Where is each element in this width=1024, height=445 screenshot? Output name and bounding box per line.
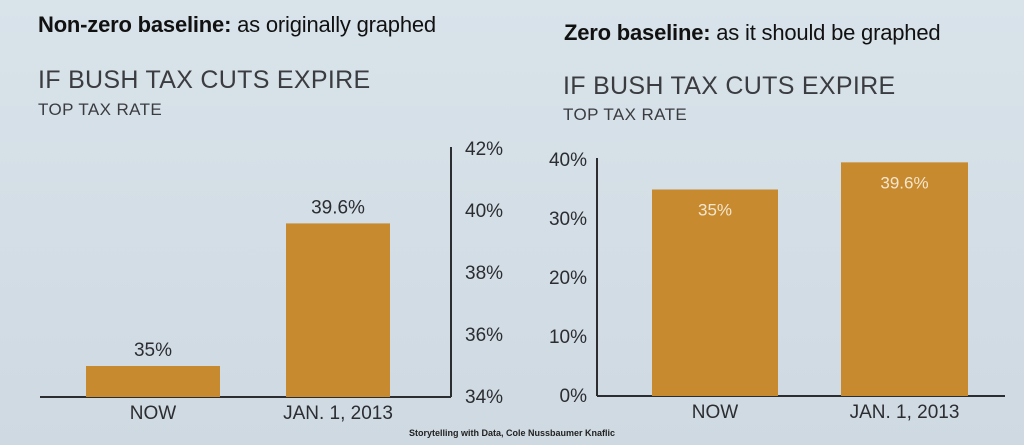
right-bar-value-label: 35% — [698, 201, 732, 220]
right-heading: Zero baseline: as it should be graphed — [564, 20, 941, 46]
right-y-tick-label: 40% — [549, 150, 587, 171]
left-bar — [286, 223, 390, 397]
left-y-tick-label: 34% — [465, 387, 503, 408]
right-x-category-label: JAN. 1, 2013 — [850, 402, 960, 423]
right-y-tick-label: 0% — [560, 386, 588, 407]
left-x-category-label: NOW — [130, 403, 177, 424]
right-heading-bold: Zero baseline: — [564, 20, 711, 45]
right-bar-value-label: 39.6% — [880, 173, 928, 192]
right-bar — [841, 162, 968, 396]
credit-line: Storytelling with Data, Cole Nussbaumer … — [408, 428, 616, 438]
right-chart-subtitle: TOP TAX RATE — [563, 105, 688, 124]
right-x-category-label: NOW — [692, 402, 739, 423]
left-x-category-label: JAN. 1, 2013 — [283, 403, 393, 424]
left-y-tick-label: 42% — [465, 139, 503, 160]
left-heading: Non-zero baseline: as originally graphed — [38, 12, 436, 38]
left-chart-subtitle: TOP TAX RATE — [38, 100, 163, 119]
left-chart-title: IF BUSH TAX CUTS EXPIRE — [38, 66, 371, 94]
right-bar — [652, 189, 778, 396]
left-bar-value-label: 35% — [134, 340, 172, 361]
left-heading-bold: Non-zero baseline: — [38, 12, 232, 37]
right-y-tick-label: 30% — [549, 209, 587, 230]
left-bar-value-label: 39.6% — [311, 197, 365, 218]
left-y-tick-label: 38% — [465, 263, 503, 284]
right-y-tick-label: 10% — [549, 327, 587, 348]
right-heading-rest: as it should be graphed — [710, 20, 941, 45]
left-bar — [86, 366, 220, 397]
right-chart-title: IF BUSH TAX CUTS EXPIRE — [563, 72, 896, 100]
right-y-tick-label: 20% — [549, 268, 587, 289]
left-heading-rest: as originally graphed — [231, 12, 436, 37]
left-y-tick-label: 36% — [465, 325, 503, 346]
left-y-tick-label: 40% — [465, 201, 503, 222]
